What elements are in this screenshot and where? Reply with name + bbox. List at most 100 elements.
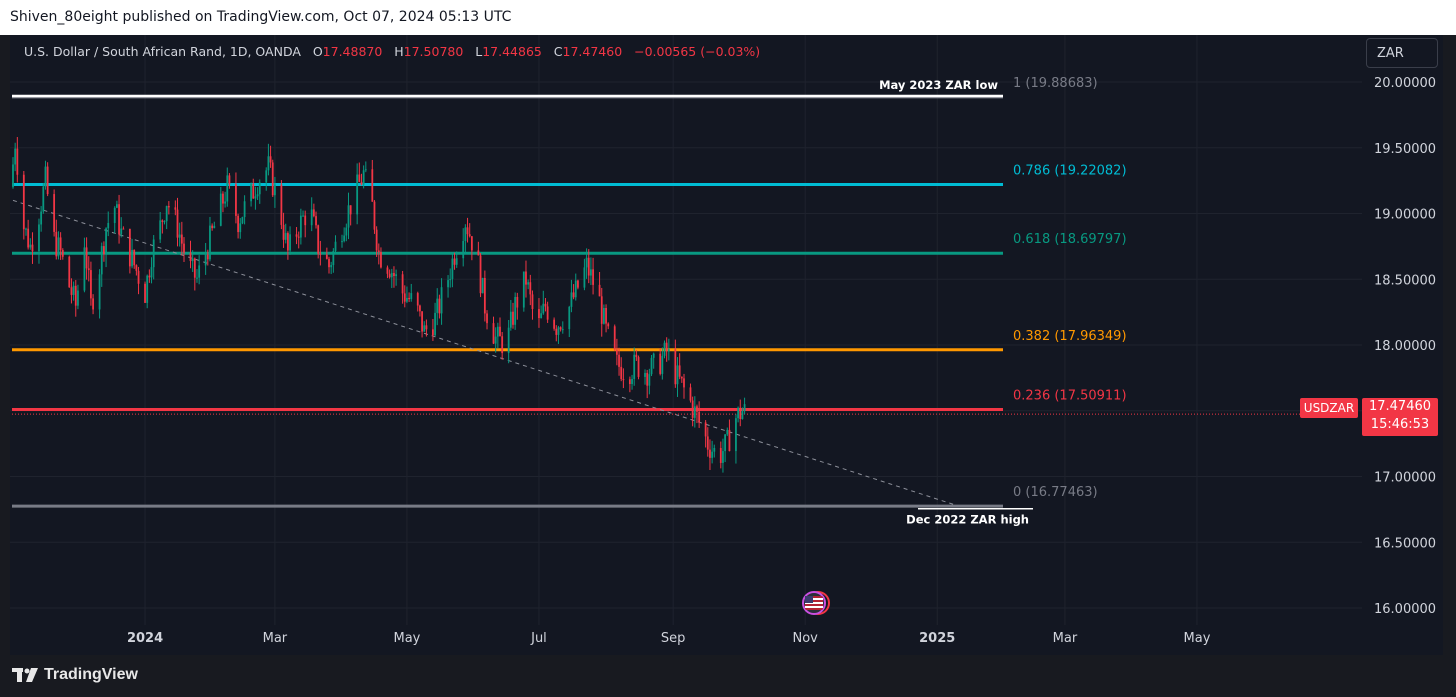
candle xyxy=(189,240,192,269)
candle-body xyxy=(525,271,527,285)
candle-body xyxy=(574,280,577,298)
candle xyxy=(652,352,655,369)
candle-body xyxy=(360,181,363,185)
grid xyxy=(10,35,1362,625)
candle-body xyxy=(737,407,739,419)
candle xyxy=(559,326,562,332)
candle xyxy=(107,211,110,237)
candle-body xyxy=(341,241,343,243)
candle-body xyxy=(254,196,257,199)
candle xyxy=(317,224,320,259)
candle-body xyxy=(572,292,575,298)
candle xyxy=(315,211,317,229)
candle-body xyxy=(46,166,49,195)
candle xyxy=(739,399,742,427)
candle-body xyxy=(722,451,724,463)
candle xyxy=(330,261,333,275)
candle xyxy=(358,162,361,183)
candle-body xyxy=(267,156,270,171)
candle-body xyxy=(633,354,636,380)
candle-body xyxy=(739,407,742,420)
candle-body xyxy=(509,311,512,328)
candle xyxy=(286,231,289,260)
candle-body xyxy=(349,205,352,215)
low-label: L xyxy=(475,44,483,59)
tradingview-logo-icon xyxy=(12,668,38,682)
candle xyxy=(622,368,625,389)
candle xyxy=(252,178,255,199)
candle-body xyxy=(12,164,14,188)
candle xyxy=(683,373,685,399)
candle xyxy=(289,226,291,255)
candle-body xyxy=(237,215,240,233)
candle-body xyxy=(42,186,45,212)
candle xyxy=(628,376,631,393)
candle-body xyxy=(176,209,179,238)
close-label: C xyxy=(553,44,563,59)
candle-body xyxy=(447,280,449,288)
candle xyxy=(470,236,473,261)
candle-body xyxy=(587,257,590,276)
candle-body xyxy=(137,270,140,284)
candle-body xyxy=(120,228,123,235)
candle-body xyxy=(29,244,32,248)
candle-body xyxy=(362,170,365,185)
candle xyxy=(77,284,79,310)
candle xyxy=(698,401,701,428)
us-flag-event-icon[interactable] xyxy=(802,591,830,615)
x-tick-label: May xyxy=(1184,631,1211,646)
candle xyxy=(362,165,365,189)
candle xyxy=(55,219,58,260)
candle xyxy=(282,212,285,248)
candle xyxy=(256,187,259,201)
candle xyxy=(661,347,664,380)
candle-body xyxy=(148,275,151,278)
candle-body xyxy=(297,236,300,238)
candle xyxy=(587,249,590,284)
candle xyxy=(711,440,714,464)
candle-body xyxy=(464,227,467,242)
candle xyxy=(250,182,252,207)
candle-body xyxy=(477,250,480,256)
candle-body xyxy=(507,327,510,354)
candle xyxy=(603,304,605,325)
candle-body xyxy=(568,306,571,330)
fib-label: 1 (19.88683) xyxy=(1013,76,1098,91)
tradingview-brand[interactable]: TradingView xyxy=(12,666,138,684)
last-price-value: 17.47460 xyxy=(1368,399,1432,414)
annotation-label: May 2023 ZAR low xyxy=(879,78,998,92)
candle xyxy=(598,271,601,297)
candle xyxy=(447,275,449,298)
candle-body xyxy=(146,275,149,303)
annotation-label: Dec 2022 ZAR high xyxy=(906,513,1029,527)
candle xyxy=(90,261,92,306)
candle xyxy=(269,145,272,168)
candle xyxy=(161,219,164,234)
candle-body xyxy=(635,354,638,358)
candle-body xyxy=(680,376,683,379)
candle-body xyxy=(180,234,183,244)
candle-body xyxy=(724,434,727,452)
candle xyxy=(380,247,382,269)
candle xyxy=(464,224,467,254)
candle xyxy=(555,325,558,342)
candle-body xyxy=(698,411,701,423)
fib-levels: 1 (19.88683) 0.786 (19.22082) 0.618 (18.69… xyxy=(12,76,1127,508)
candle xyxy=(509,299,512,331)
candle xyxy=(600,287,603,337)
candle-body xyxy=(423,325,426,332)
candle xyxy=(295,227,298,245)
currency-button[interactable]: ZAR xyxy=(1366,38,1438,68)
candle xyxy=(406,286,408,304)
candle xyxy=(332,248,335,273)
candle xyxy=(42,182,45,214)
candle-body xyxy=(196,277,198,279)
candle-body xyxy=(577,280,579,288)
candle-body xyxy=(615,349,618,355)
candle-body xyxy=(87,268,90,271)
candle xyxy=(343,227,346,243)
candle-body xyxy=(107,222,110,229)
candle xyxy=(150,257,153,284)
candle-body xyxy=(211,225,214,229)
